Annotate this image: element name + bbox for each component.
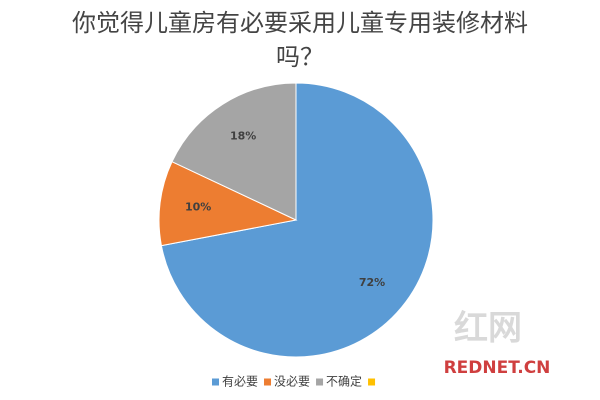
legend-swatch bbox=[212, 378, 219, 386]
legend-label: 不确定 bbox=[326, 374, 362, 389]
pie-slice bbox=[160, 82, 434, 358]
data-label: 72% bbox=[359, 276, 385, 289]
legend-label: 有必要 bbox=[222, 375, 258, 389]
legend-label: 没必要 bbox=[274, 374, 310, 389]
watermark-site: REDNET.CN bbox=[444, 358, 551, 378]
legend-swatch bbox=[264, 378, 272, 386]
pie-slice bbox=[158, 161, 298, 247]
legend-swatch bbox=[316, 378, 324, 386]
chart-title: 你觉得儿童房有必要采用儿童专用装修材料吗？ bbox=[72, 9, 528, 71]
data-label: 18% bbox=[230, 130, 256, 143]
legend-swatch bbox=[368, 378, 376, 386]
watermark-logo: 红网 bbox=[454, 309, 522, 349]
pie-slice bbox=[171, 82, 297, 221]
data-label: 10% bbox=[185, 201, 211, 214]
